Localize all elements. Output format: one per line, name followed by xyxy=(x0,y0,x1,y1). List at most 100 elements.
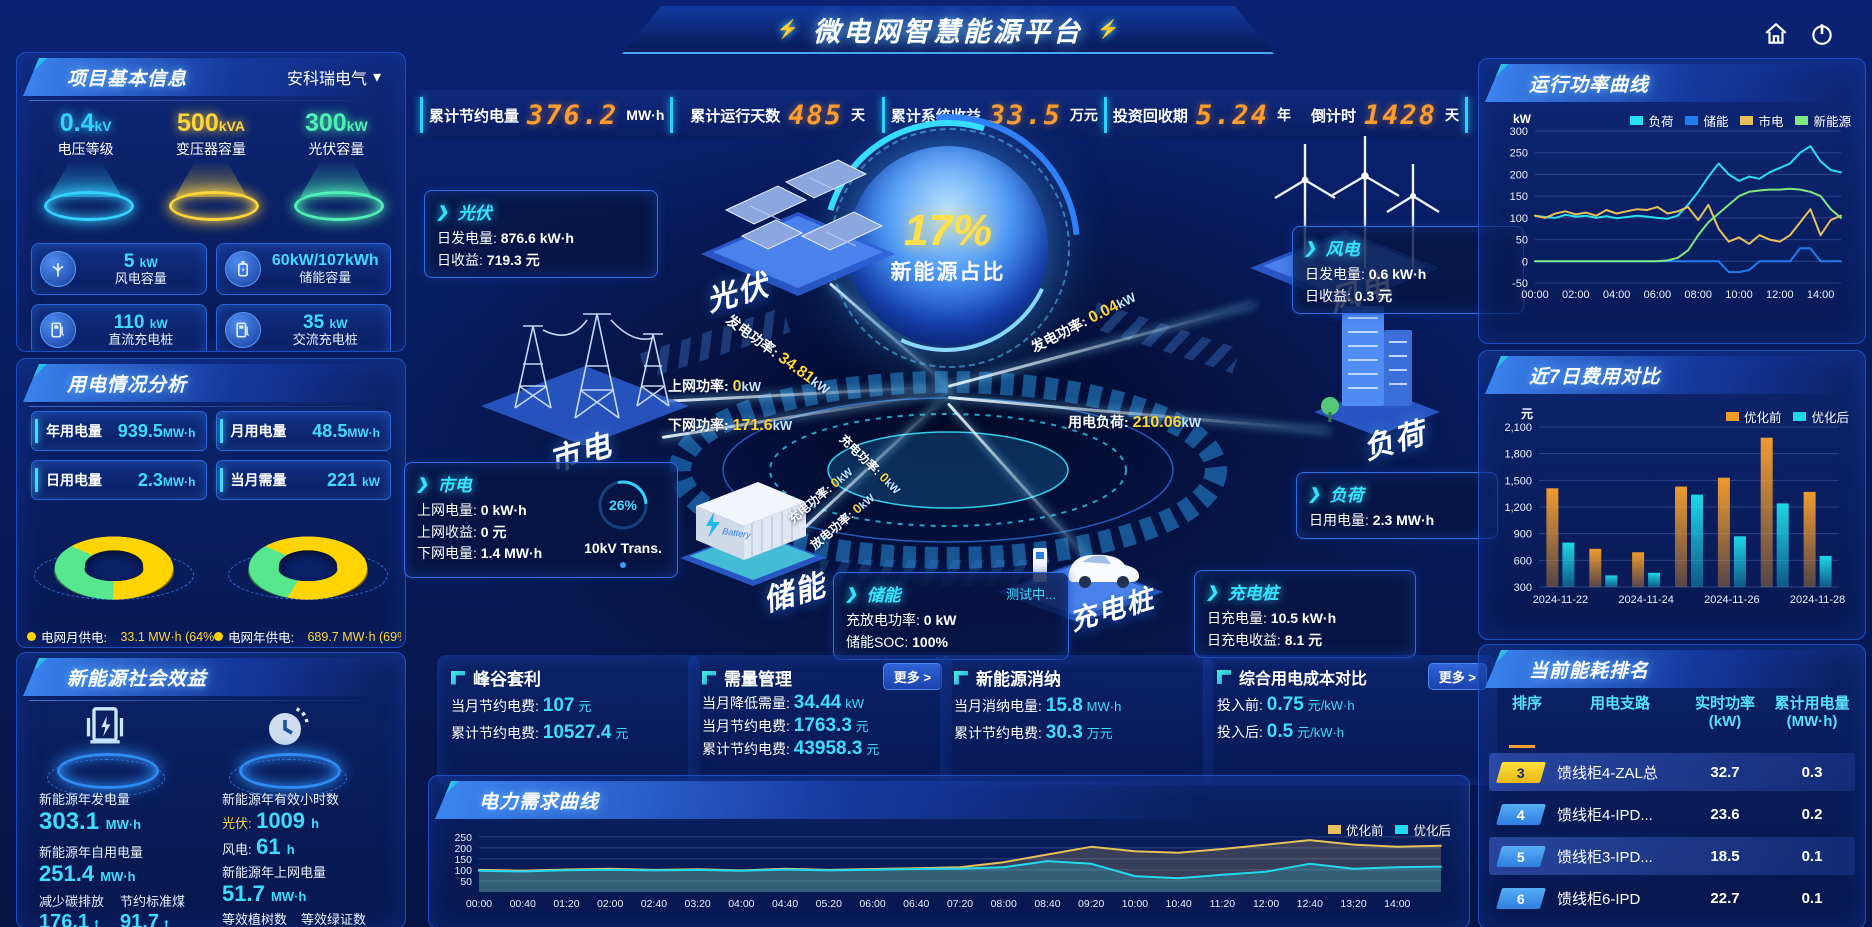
chip-value: 2.3MW·h xyxy=(137,469,196,490)
sort-indicator xyxy=(1509,745,1535,748)
spotlight-label: 变压器容量 xyxy=(175,141,246,157)
spotlight-value: 300kW xyxy=(304,109,368,137)
panel-title: 电力需求曲线 xyxy=(479,791,600,813)
fee-compare-header: 近7日费用对比 xyxy=(1485,356,1859,394)
panel-corner-icon xyxy=(25,362,49,386)
social-benefit-panel: 新能源社会效益 新能源年发电量 303.1 MW·h 新能源年自用电量 251. xyxy=(16,652,406,927)
svg-text:10:40: 10:40 xyxy=(1165,898,1191,910)
fee-legend: 优化前 优化后 xyxy=(1725,407,1849,426)
year-donut xyxy=(211,505,405,625)
spotlight-beam xyxy=(36,161,136,221)
kpi-label: 投资回收期 xyxy=(1112,107,1188,125)
company-name: 安科瑞电气 xyxy=(286,71,367,88)
table-row[interactable]: 5 馈线柜3-IPD... 18.5 0.1 xyxy=(1489,837,1855,875)
total-energy: 0.3 xyxy=(1801,763,1823,781)
chip-label: 年用电量 xyxy=(46,423,102,439)
home-button[interactable] xyxy=(1758,16,1794,52)
legend-item: 优化前 xyxy=(1327,820,1383,839)
power-icon xyxy=(1812,24,1832,45)
dc-charger-icon xyxy=(40,312,76,348)
panel-title: 需量管理 xyxy=(724,670,792,689)
table-row[interactable]: 4 馈线柜4-IPD... 23.6 0.2 xyxy=(1489,795,1855,833)
demand-more-button[interactable]: 更多 > xyxy=(882,663,942,690)
realtime-power: 32.7 xyxy=(1710,763,1740,781)
stat-row: 累计节约电费: 30.3 万元 xyxy=(954,722,1113,743)
card-row: 日用电量: 2.3 MW·h xyxy=(1309,512,1435,528)
hours-pedestal xyxy=(227,703,347,797)
social-col-hours: 新能源年有效小时数 光伏: 1009 h 风电: 61 h 新能源年上网电量 5… xyxy=(222,789,397,927)
kpi-unit: 年 xyxy=(1276,107,1291,123)
chip-label: 当月需量 xyxy=(230,472,287,488)
branch-name: 馈线柜4-ZAL总 xyxy=(1557,764,1658,782)
clock-icon xyxy=(269,707,309,745)
card-label: 风电容量 xyxy=(114,271,167,287)
gauge-label: 10kV Trans. xyxy=(584,540,662,556)
card-value: 35 kW xyxy=(303,311,348,333)
rank-badge: 6 xyxy=(1495,887,1547,909)
grid-info-card: ❯ 市电 上网电量: 0 kW·h 上网收益: 0 元 下网电量: 1.4 MW·… xyxy=(404,462,678,578)
ranking-rows: 3 馈线柜4-ZAL总 32.7 0.3 4 馈线柜4-IPD... 23.6 … xyxy=(1489,753,1855,921)
total-energy: 0.1 xyxy=(1801,889,1823,907)
kpi-unit: 天 xyxy=(851,107,866,123)
panel-title: 新能源社会效益 xyxy=(67,668,208,690)
svg-text:2024-11-26: 2024-11-26 xyxy=(1704,594,1759,606)
rank-badge: 5 xyxy=(1495,845,1547,867)
co2-coal-row: 减少碳排放 176.1 t 节约标准煤 91.7 t xyxy=(39,894,186,927)
day-usage-chip: 日用电量 2.3MW·h xyxy=(31,460,207,500)
card-row: 日发电量: 876.6 kW·h xyxy=(437,230,574,246)
svg-text:kW: kW xyxy=(1513,112,1532,126)
card-row: 日充电量: 10.5 kW·h xyxy=(1207,610,1337,626)
stat-row: 当月降低需量: 34.44 kW xyxy=(702,692,864,713)
peak-valley-panel: 峰谷套利 当月节约电费: 107 元 累计节约电费: 10527.4 元 xyxy=(437,655,700,785)
spotlight-beam xyxy=(286,161,386,221)
svg-text:1,200: 1,200 xyxy=(1504,502,1532,514)
kpi-unit: 天 xyxy=(1445,107,1459,123)
month-supply-donut-chart xyxy=(48,536,180,600)
svg-text:08:00: 08:00 xyxy=(991,898,1017,910)
company-select[interactable]: 安科瑞电气 ▾ xyxy=(287,65,381,89)
year-usage-chip: 年用电量 939.5MW·h xyxy=(31,411,207,451)
legend-item: 优化后 xyxy=(1793,407,1849,426)
svg-text:04:00: 04:00 xyxy=(1603,289,1631,301)
svg-text:12:40: 12:40 xyxy=(1297,898,1323,910)
spotlight-row: 0.4kV 电压等级 500kVA 变压器容量 300kW 光伏容量 xyxy=(23,109,399,221)
branch-name: 馈线柜3-IPD... xyxy=(1557,848,1653,866)
table-row[interactable]: 6 馈线柜6-IPD 22.7 0.1 xyxy=(1489,879,1855,917)
card-row: 日充电收益: 8.1 元 xyxy=(1207,631,1323,648)
card-row: 日发电量: 0.6 kW·h xyxy=(1305,266,1427,282)
flow-grid-up: 上网功率: 0kW xyxy=(668,378,761,395)
kpi-unit: MW·h xyxy=(626,107,665,123)
spotlight-transformer: 500kVA 变压器容量 xyxy=(148,109,273,221)
table-row[interactable]: 3 馈线柜4-ZAL总 32.7 0.3 xyxy=(1489,753,1855,791)
svg-text:00:00: 00:00 xyxy=(1521,289,1549,301)
kpi-divider xyxy=(1103,97,1107,133)
power-button[interactable] xyxy=(1804,16,1840,52)
kpi-divider xyxy=(1465,97,1468,133)
load-info-card: ❯ 负荷 日用电量: 2.3 MW·h xyxy=(1296,472,1498,539)
generation-pedestal xyxy=(45,703,165,797)
kpi-saved-energy: 累计节约电量 376.2 MW·h xyxy=(423,100,670,131)
stat-row: 当月节约电费: 1763.3 元 xyxy=(702,715,869,736)
chip-value: 48.5MW·h xyxy=(312,420,380,441)
svg-text:08:40: 08:40 xyxy=(1034,898,1060,910)
svg-text:05:20: 05:20 xyxy=(816,898,842,910)
col-header-branch: 用电支路 xyxy=(1589,695,1650,712)
kpi-value: 1428 xyxy=(1363,99,1437,131)
fee-compare-panel: 近7日费用对比 优化前 优化后 元 300 600 900 1,200 1,500 1,800… xyxy=(1478,350,1866,640)
card-row: 下网电量: 1.4 MW·h xyxy=(417,545,543,562)
stat-row: 投入后: 0.5 元/kW·h xyxy=(1217,721,1345,742)
legend-item: 电网月供电: 33.1 MW·h (64%) xyxy=(27,627,214,646)
arrow-icon: ❯ xyxy=(1303,239,1320,257)
stat-row: 投入前: 0.75 元/kW·h xyxy=(1217,694,1355,715)
run-power-header: 运行功率曲线 xyxy=(1485,64,1859,102)
panel-title: 综合用电成本对比 xyxy=(1239,671,1368,688)
ranking-table-header: 排序 用电支路 实时功率 (kW) 累计用电量 (MW·h) xyxy=(1495,695,1855,731)
panel-corner-icon xyxy=(954,670,968,685)
panel-title: 运行功率曲线 xyxy=(1529,74,1650,96)
pv-info-card: ❯ 光伏 日发电量: 876.6 kW·h 日收益: 719.3 元 xyxy=(424,190,658,279)
chip-label: 月用电量 xyxy=(230,423,287,439)
cost-more-button[interactable]: 更多 > xyxy=(1427,663,1487,690)
stat-value: 51.7 MW·h xyxy=(222,881,307,906)
